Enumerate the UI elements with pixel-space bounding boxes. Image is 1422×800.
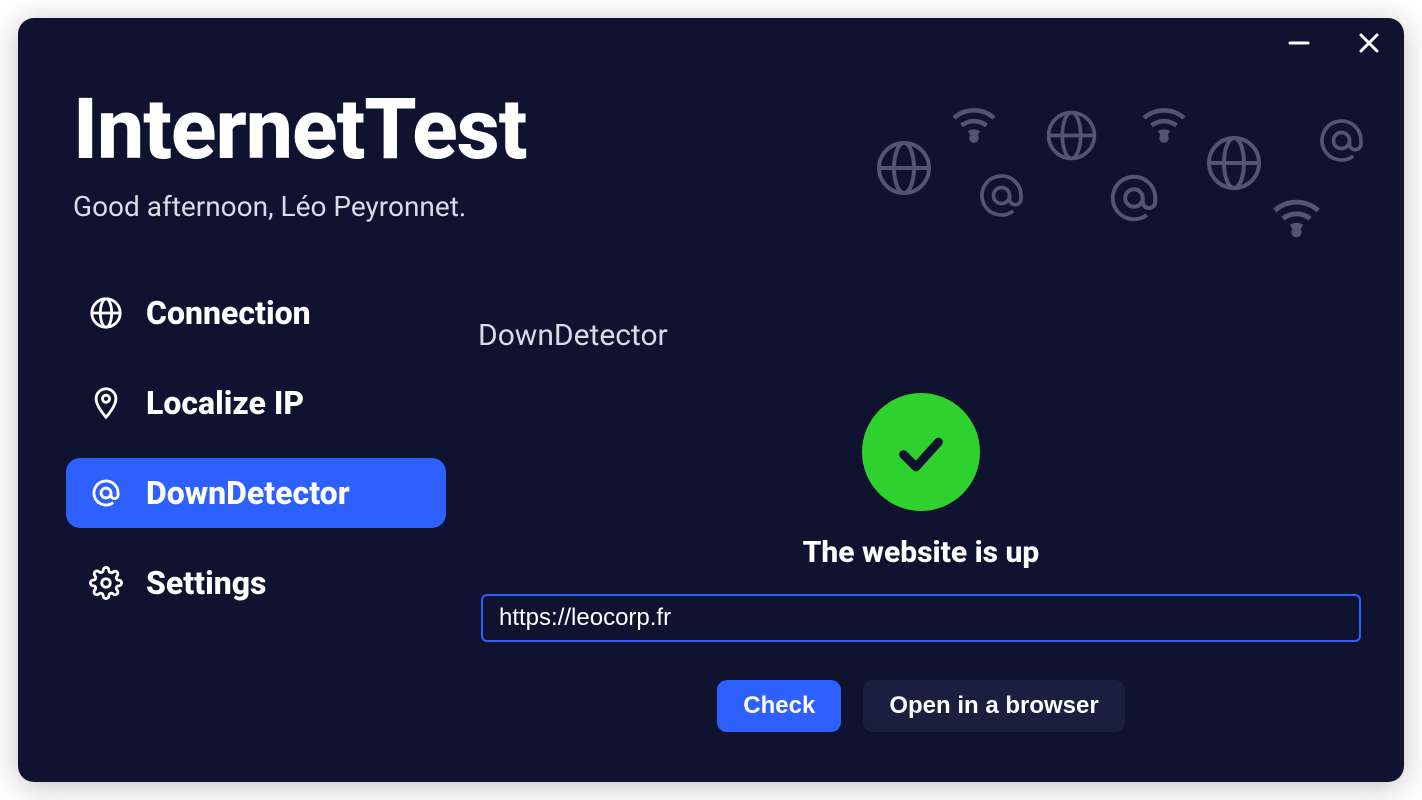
close-button[interactable] [1354, 28, 1384, 58]
open-browser-button[interactable]: Open in a browser [863, 680, 1124, 732]
header: InternetTest Good afternoon, Léo Peyronn… [73, 88, 526, 223]
sidebar-item-downdetector[interactable]: DownDetector [66, 458, 446, 528]
action-row: Check Open in a browser [478, 680, 1364, 732]
page-title: DownDetector [478, 318, 1364, 353]
sidebar-item-label: Settings [146, 564, 266, 602]
status-area: The website is up Check Open in a browse… [478, 393, 1364, 732]
pin-icon [88, 385, 124, 421]
globe-icon [88, 295, 124, 331]
url-input[interactable] [481, 594, 1361, 642]
decorative-icons [864, 88, 1384, 258]
status-ok-icon [862, 393, 980, 511]
sidebar-item-label: DownDetector [146, 474, 350, 512]
sidebar-item-label: Localize IP [146, 384, 304, 422]
at-icon [88, 475, 124, 511]
check-button[interactable]: Check [717, 680, 841, 732]
gear-icon [88, 565, 124, 601]
sidebar-nav: Connection Localize IP DownDetector Sett… [66, 278, 446, 618]
sidebar-item-localize-ip[interactable]: Localize IP [66, 368, 446, 438]
sidebar-item-label: Connection [146, 294, 311, 332]
greeting-text: Good afternoon, Léo Peyronnet. [73, 190, 526, 223]
sidebar-item-settings[interactable]: Settings [66, 548, 446, 618]
app-window: InternetTest Good afternoon, Léo Peyronn… [18, 18, 1404, 782]
main-content: DownDetector The website is up Check Ope… [478, 318, 1364, 742]
status-text: The website is up [803, 535, 1040, 570]
minimize-button[interactable] [1284, 28, 1314, 58]
app-title: InternetTest [73, 88, 526, 172]
sidebar-item-connection[interactable]: Connection [66, 278, 446, 348]
window-controls [1284, 28, 1384, 58]
